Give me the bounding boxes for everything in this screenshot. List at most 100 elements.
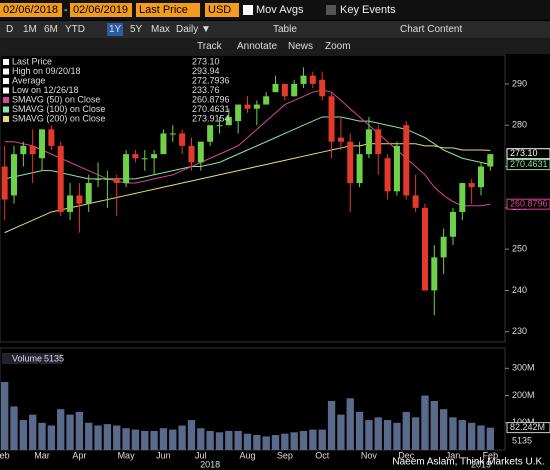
candle-body: [449, 211, 456, 237]
candle-body: [188, 145, 195, 163]
year-label: 2019: [471, 459, 491, 469]
y-tick-label: 280: [512, 120, 527, 130]
volume-bar: [122, 428, 130, 450]
candle-body: [151, 154, 158, 159]
volume-bar: [309, 429, 317, 450]
toolbar: 02/06/2018 - 02/06/2019 Last Price USD M…: [0, 0, 550, 20]
candle-body: [197, 141, 204, 163]
checkbox[interactable]: [326, 5, 336, 15]
candle-body: [300, 75, 307, 84]
start-date[interactable]: 02/06/2018: [0, 3, 62, 17]
candle-body: [1, 166, 8, 200]
volume-bar: [421, 395, 429, 450]
chart: Naeem Aslam, Think Markets U.K. 230 240 25…: [0, 54, 550, 469]
tool[interactable]: Track: [197, 41, 222, 52]
volume-bar: [374, 417, 382, 450]
x-tick-label: Mar: [34, 450, 50, 460]
legend-swatch: [3, 97, 9, 103]
date-separator: -: [64, 4, 68, 16]
table-button[interactable]: Table: [273, 24, 297, 35]
range[interactable]: 6M: [44, 24, 58, 35]
legend-value: 270.4631: [192, 104, 230, 114]
price-tag-label: 260.8796: [510, 199, 548, 209]
legend-swatch: [3, 78, 9, 84]
candle-body: [216, 125, 223, 127]
price-tag: [506, 198, 550, 210]
candle-body: [85, 183, 92, 204]
volume-bar: [430, 401, 438, 450]
volume-panel: [0, 347, 506, 451]
volume-tag-label: 82.242M: [510, 422, 545, 432]
legend-swatch: [3, 68, 9, 75]
volume-count-tag: 5135: [512, 435, 532, 445]
volume-bar: [169, 429, 177, 450]
volume-bar: [113, 425, 121, 450]
candle-body: [309, 75, 316, 84]
volume-count: 5135: [44, 353, 64, 363]
checkbox[interactable]: [243, 5, 253, 15]
candle-body: [477, 166, 484, 188]
volume-bar: [75, 411, 84, 450]
candle-body: [319, 79, 326, 97]
legend-label: Last Price: [12, 56, 52, 66]
legend-label: SMAVG (200) on Close: [12, 113, 105, 123]
range[interactable]: 1Y: [107, 23, 124, 36]
end-date[interactable]: 02/06/2019: [70, 3, 132, 17]
range[interactable]: Max: [151, 24, 170, 35]
volume-bar: [271, 435, 280, 450]
tool[interactable]: News: [288, 41, 314, 52]
range[interactable]: YTD: [65, 24, 85, 35]
x-tick-label: Nov: [361, 450, 378, 460]
volume-bar: [355, 411, 364, 450]
candle-body: [235, 104, 242, 122]
tool[interactable]: Zoom: [325, 41, 351, 52]
volume-bar: [411, 417, 420, 450]
range[interactable]: D: [6, 24, 14, 35]
price-tag: [506, 148, 550, 160]
candle-body: [113, 178, 120, 184]
candle-body: [487, 154, 494, 167]
volume-bar: [10, 406, 18, 450]
x-tick-label: Jan: [446, 450, 461, 460]
candle-body: [347, 141, 354, 184]
candle-body: [337, 137, 344, 142]
year-label: 2018: [200, 459, 220, 469]
candle-body: [328, 96, 335, 142]
tool[interactable]: Annotate: [237, 41, 278, 52]
candle-body: [272, 83, 279, 93]
tool-bar: Track Annotate News Zoom: [0, 38, 550, 54]
volume-bar: [393, 422, 401, 450]
candle-body: [225, 116, 232, 126]
price-panel: [0, 54, 506, 343]
watermark: Naeem Aslam, Think Markets U.K.: [392, 457, 545, 468]
candle-body: [421, 207, 428, 291]
candle-body: [384, 158, 391, 192]
volume-legend-box: [2, 353, 62, 364]
volume-bar: [402, 411, 410, 450]
mov-avgs[interactable]: Mov Avgs: [256, 4, 304, 16]
interval[interactable]: Daily ▼: [176, 24, 211, 35]
range[interactable]: 5Y: [130, 24, 143, 35]
candle-body: [48, 129, 55, 146]
legend-value: 273.9154: [192, 113, 230, 123]
volume-bar: [187, 420, 196, 450]
legend-value: 272.7936: [192, 75, 230, 85]
currency-select[interactable]: USD: [205, 3, 239, 17]
volume-title: Volume: [12, 353, 42, 363]
volume-bar: [253, 435, 261, 450]
moving-average: [4, 116, 491, 180]
range[interactable]: 1M: [23, 24, 37, 35]
volume-bar: [225, 430, 233, 450]
candle-body: [141, 158, 148, 160]
range-bar: D 1M 6M YTD 1Y 5Y Max Daily ▼ Table Char…: [0, 21, 550, 38]
key-events[interactable]: Key Events: [340, 4, 396, 16]
y-tick-label: 300M: [512, 363, 535, 373]
y-tick-label: 230: [512, 326, 527, 336]
volume-bar: [477, 425, 485, 450]
chart-content[interactable]: Chart Content: [400, 24, 463, 35]
x-tick-label: Apr: [72, 450, 86, 460]
candle-body: [412, 195, 419, 208]
field-select[interactable]: Last Price: [136, 3, 200, 17]
volume-bar: [243, 433, 252, 450]
legend-value: 293.94: [192, 66, 220, 76]
